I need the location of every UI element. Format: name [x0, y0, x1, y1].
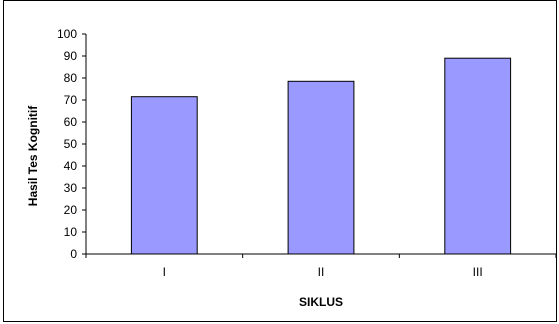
y-tick-label: 50 [64, 137, 78, 151]
bar-ii [287, 80, 355, 255]
y-tick-label: 60 [64, 115, 78, 129]
y-tick-label: 30 [64, 181, 78, 195]
y-tick-label: 0 [70, 247, 77, 261]
y-tick-label: 40 [64, 159, 78, 173]
y-tick-label: 90 [64, 49, 78, 63]
y-tick-label: 100 [57, 27, 77, 41]
bars-layer [130, 57, 512, 255]
x-tick-label-i: I [163, 265, 166, 279]
x-axis-title: SIKLUS [299, 295, 343, 309]
bar-i [130, 96, 198, 255]
bar-iii [444, 57, 512, 255]
y-axis-title: Hasil Tes Kognitif [26, 105, 40, 206]
x-tick-label-iii: III [473, 265, 483, 279]
y-tick-label: 80 [64, 71, 78, 85]
y-tick-label: 70 [64, 93, 78, 107]
y-tick-label: 10 [64, 225, 78, 239]
x-tick-label-ii: II [318, 265, 325, 279]
y-tick-label: 20 [64, 203, 78, 217]
